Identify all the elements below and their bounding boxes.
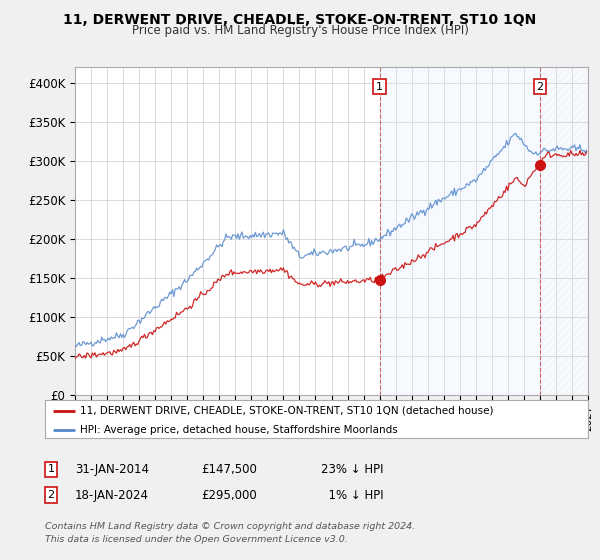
- Text: HPI: Average price, detached house, Staffordshire Moorlands: HPI: Average price, detached house, Staf…: [80, 424, 398, 435]
- Text: 18-JAN-2024: 18-JAN-2024: [75, 488, 149, 502]
- Text: £295,000: £295,000: [201, 488, 257, 502]
- Text: £147,500: £147,500: [201, 463, 257, 476]
- Text: 2: 2: [47, 490, 55, 500]
- Text: 23% ↓ HPI: 23% ↓ HPI: [321, 463, 383, 476]
- Text: 31-JAN-2014: 31-JAN-2014: [75, 463, 149, 476]
- Bar: [540, 67, 588, 395]
- Text: 11, DERWENT DRIVE, CHEADLE, STOKE-ON-TRENT, ST10 1QN (detached house): 11, DERWENT DRIVE, CHEADLE, STOKE-ON-TRE…: [80, 405, 494, 416]
- Text: 1% ↓ HPI: 1% ↓ HPI: [321, 488, 383, 502]
- Text: 2: 2: [536, 82, 544, 92]
- Text: 1: 1: [47, 464, 55, 474]
- Text: 1: 1: [376, 82, 383, 92]
- Text: Contains HM Land Registry data © Crown copyright and database right 2024.
This d: Contains HM Land Registry data © Crown c…: [45, 522, 415, 544]
- Text: 11, DERWENT DRIVE, CHEADLE, STOKE-ON-TRENT, ST10 1QN: 11, DERWENT DRIVE, CHEADLE, STOKE-ON-TRE…: [64, 13, 536, 27]
- Bar: [380, 67, 540, 395]
- Text: Price paid vs. HM Land Registry's House Price Index (HPI): Price paid vs. HM Land Registry's House …: [131, 24, 469, 38]
